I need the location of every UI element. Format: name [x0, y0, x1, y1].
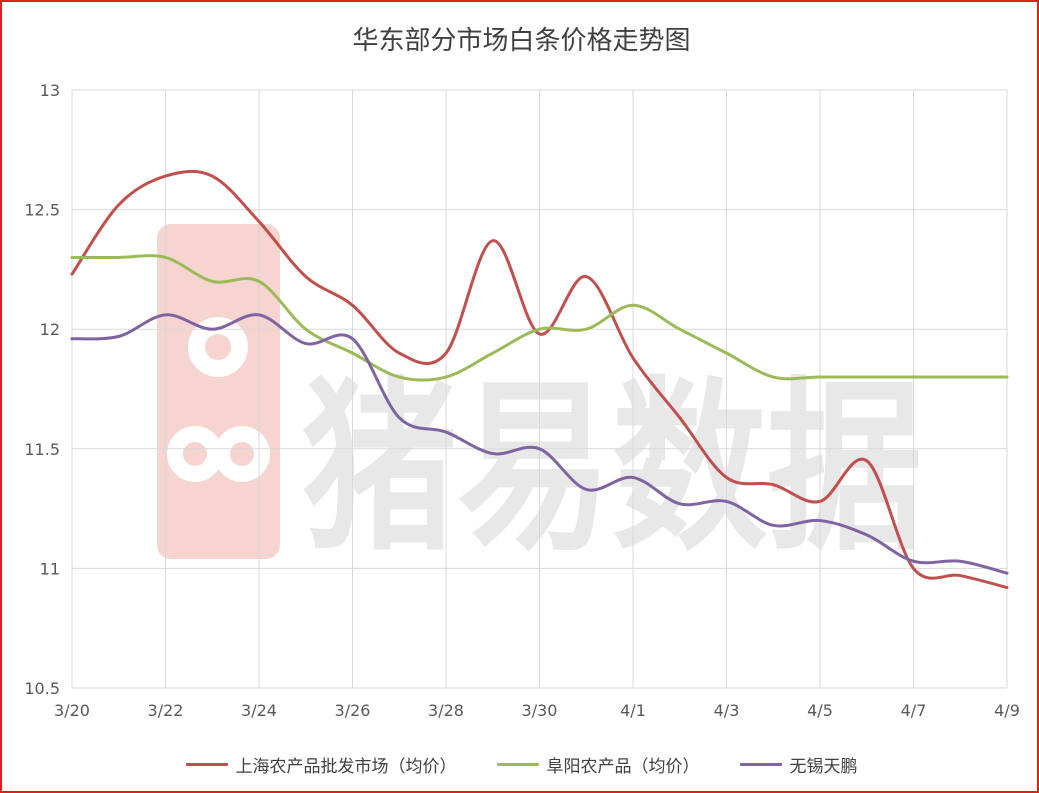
legend-swatch: [739, 762, 782, 766]
watermark-text: 猪易数据: [302, 360, 922, 576]
chart-title: 华东部分市场白条价格走势图: [352, 26, 691, 56]
y-tick-label: 10.5: [24, 679, 60, 698]
legend-item: 无锡天鹏: [739, 752, 858, 777]
legend-label: 阜阳农产品（均价）: [546, 756, 700, 777]
y-axis: 10.5 11 11.5 12 12.5 13: [24, 81, 60, 698]
legend-swatch: [496, 762, 539, 766]
x-tick-label: 4/5: [807, 701, 833, 720]
x-axis: 3/20 3/22 3/24 3/26 3/28 3/30 4/1 4/3 4/5 4/7 4/9: [54, 701, 1020, 720]
x-tick-label: 3/22: [148, 701, 184, 720]
watermark-logo: [157, 224, 280, 559]
y-tick-label: 12.5: [24, 201, 60, 220]
y-tick-label: 11: [40, 559, 60, 578]
legend-item: 上海农产品批发市场（均价）: [185, 752, 457, 777]
y-tick-label: 12: [40, 320, 60, 339]
series-line-shanghai: [70, 169, 1009, 590]
series-line-wuxi: [70, 313, 1009, 575]
watermark: 猪易数据: [157, 224, 922, 576]
x-tick-label: 4/3: [714, 701, 740, 720]
x-tick-label: 4/7: [901, 701, 927, 720]
series-line-fuyang: [70, 254, 1009, 382]
x-tick-label: 3/24: [241, 701, 277, 720]
y-tick-label: 13: [40, 81, 60, 100]
x-tick-label: 3/30: [522, 701, 558, 720]
legend-label: 上海农产品批发市场（均价）: [235, 756, 457, 777]
legend: 上海农产品批发市场（均价） 阜阳农产品（均价） 无锡天鹏: [2, 752, 1039, 777]
x-tick-label: 3/28: [428, 701, 464, 720]
series-lines: [70, 169, 1009, 590]
legend-label: 无锡天鹏: [789, 756, 858, 777]
x-tick-label: 3/20: [54, 701, 90, 720]
legend-swatch: [185, 762, 228, 766]
y-tick-label: 11.5: [24, 440, 60, 459]
x-tick-label: 3/26: [335, 701, 371, 720]
x-tick-label: 4/9: [994, 701, 1020, 720]
legend-item: 阜阳农产品（均价）: [496, 752, 700, 777]
x-tick-label: 4/1: [620, 701, 646, 720]
